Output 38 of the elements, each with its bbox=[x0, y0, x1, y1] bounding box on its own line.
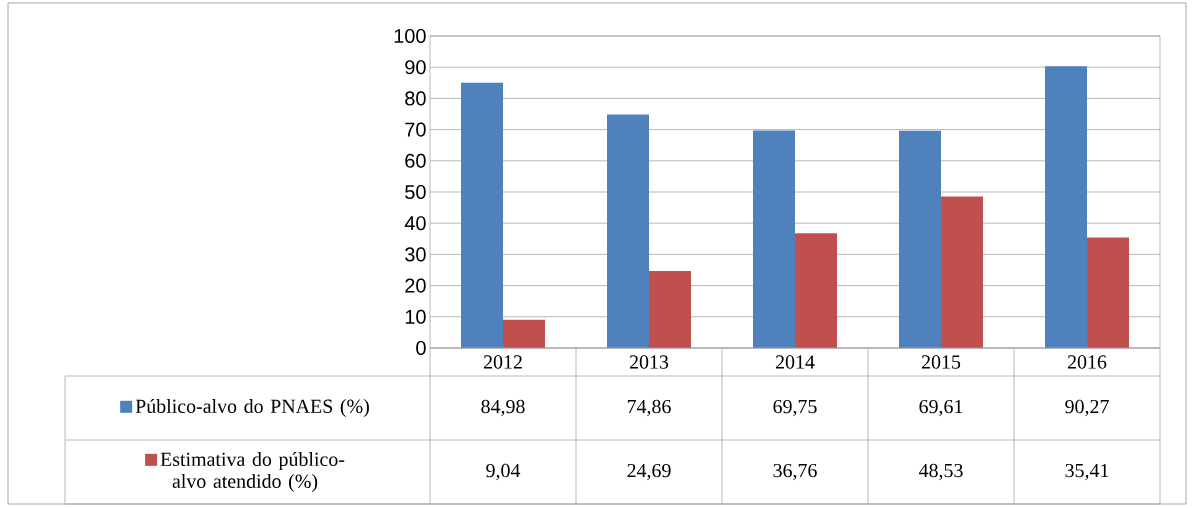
y-tick-label: 100 bbox=[394, 28, 426, 44]
y-tick-label: 80 bbox=[405, 91, 426, 106]
y-tick-label: 0 bbox=[416, 340, 426, 356]
y-tick-label: 70 bbox=[405, 122, 426, 137]
data-label: 35,41 bbox=[1065, 463, 1109, 481]
y-tick-label: 60 bbox=[405, 153, 426, 168]
data-label: 9,04 bbox=[486, 463, 521, 481]
x-tick-label: 2016 bbox=[1067, 355, 1107, 369]
y-tick-label: 10 bbox=[405, 309, 426, 324]
y-tick-label: 90 bbox=[405, 60, 426, 75]
bar bbox=[753, 130, 796, 348]
y-tick-label: 20 bbox=[405, 278, 426, 293]
x-tick-label: 2013 bbox=[629, 355, 669, 369]
data-label: 74,86 bbox=[627, 399, 671, 417]
legend-label: Estimativa do público-alvo atendido (%) bbox=[160, 451, 345, 492]
bar bbox=[1045, 66, 1088, 348]
bar bbox=[649, 270, 692, 348]
x-tick-label: 2014 bbox=[775, 355, 815, 369]
data-label: 36,76 bbox=[773, 463, 817, 481]
data-label: 24,69 bbox=[627, 463, 671, 481]
data-label: 69,61 bbox=[919, 399, 963, 417]
data-label: 69,75 bbox=[773, 399, 817, 417]
bar bbox=[795, 233, 838, 348]
bar bbox=[941, 196, 984, 348]
y-tick-label: 30 bbox=[405, 247, 426, 262]
y-tick-label: 50 bbox=[405, 184, 426, 200]
data-label: 84,98 bbox=[481, 399, 525, 417]
data-label: 90,27 bbox=[1065, 399, 1109, 417]
x-tick-label: 2012 bbox=[483, 355, 522, 369]
bar bbox=[607, 114, 650, 348]
data-label: 48,53 bbox=[918, 463, 963, 481]
legend-label: Público-alvo do PNAES (%) bbox=[135, 398, 369, 418]
bar bbox=[503, 319, 546, 348]
bar bbox=[899, 130, 942, 348]
bar bbox=[461, 82, 503, 348]
bar bbox=[1087, 237, 1130, 348]
y-tick-label: 40 bbox=[404, 216, 426, 231]
x-tick-label: 2015 bbox=[921, 355, 961, 369]
